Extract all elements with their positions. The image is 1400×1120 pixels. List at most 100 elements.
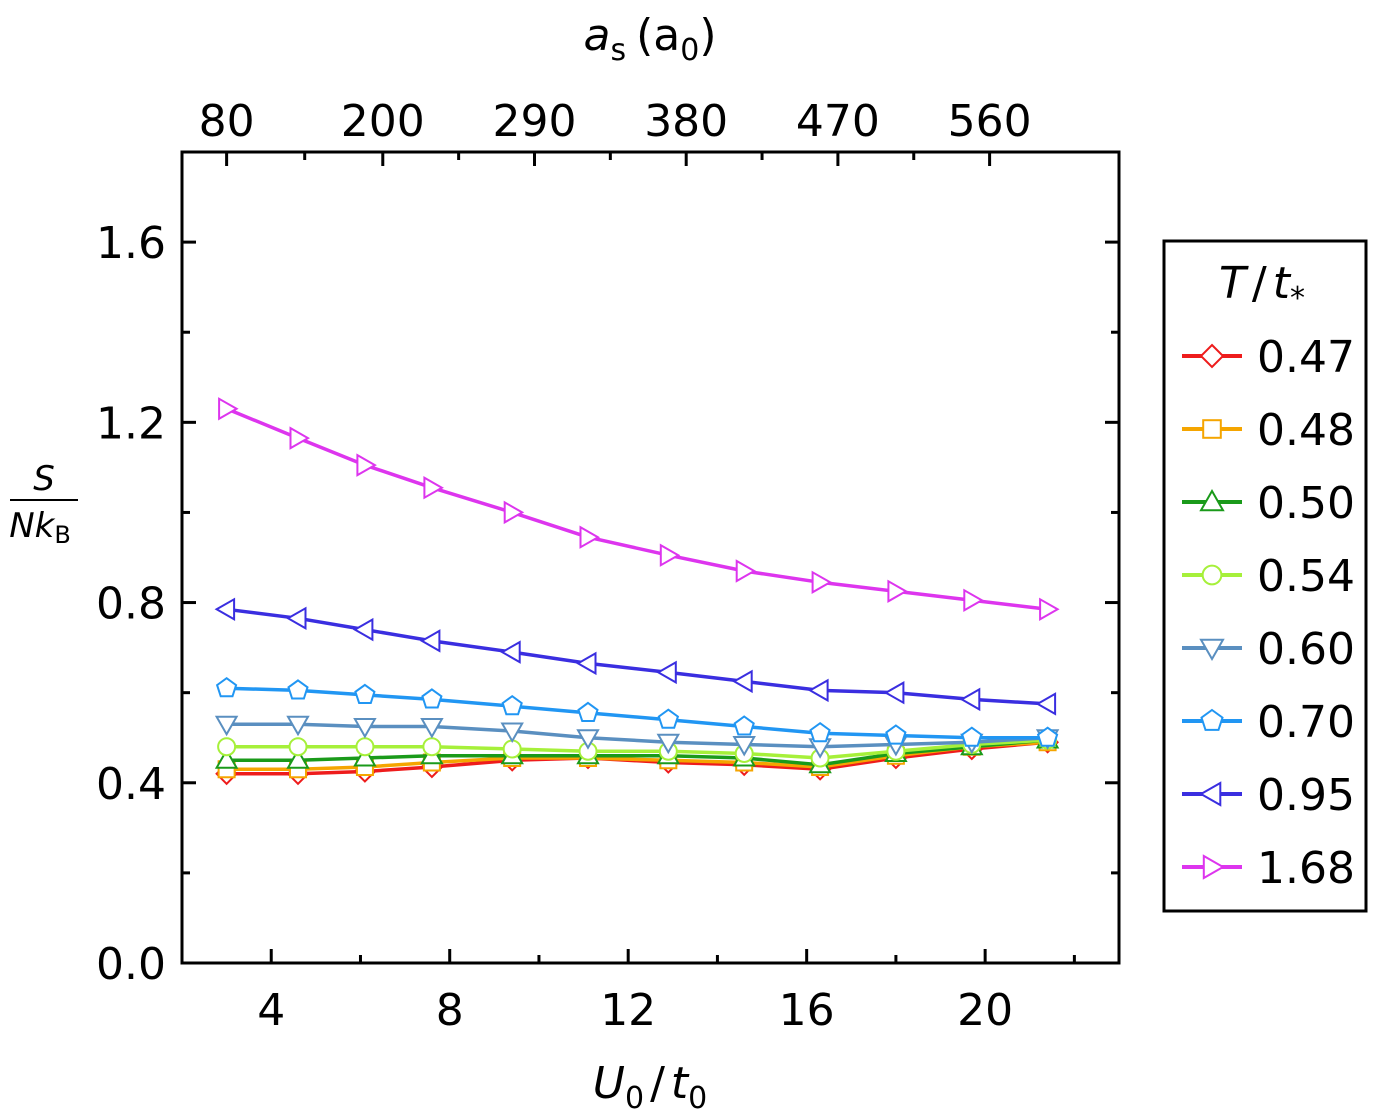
marker-triangle-left: [419, 629, 441, 653]
series-line: [226, 722, 1048, 749]
marker-triangle-left: [808, 678, 829, 703]
x-tick-label: 8: [436, 985, 464, 1036]
legend: T / t* 0.47 0.48 0.50 0.54 0.60 0.70 0.95 1.68: [1162, 239, 1368, 913]
series-line: [226, 740, 1048, 772]
marker-triangle-down: [656, 733, 681, 755]
legend-item: 1.68: [1182, 843, 1355, 894]
legend-item: 0.48: [1182, 405, 1355, 456]
marker-triangle-right: [659, 543, 681, 567]
legend-items: 0.47 0.48 0.50 0.54 0.60 0.70 0.95 1.68: [1182, 332, 1355, 894]
series-1.68: [218, 397, 1060, 622]
marker-triangle-down: [732, 736, 756, 757]
marker-pentagon: [354, 683, 376, 704]
top-axis-title-main: a: [583, 10, 610, 61]
marker-triangle-left: [1198, 781, 1222, 807]
legend-label: 0.50: [1257, 478, 1355, 529]
top-tick-label: 200: [341, 96, 425, 147]
top-axis-title-paren: (a: [636, 10, 680, 61]
series-line: [226, 607, 1048, 706]
y-axis-title-numerator: S: [33, 459, 55, 499]
marker-triangle-down: [214, 715, 239, 737]
marker-triangle-right: [887, 579, 908, 604]
top-axis-title-sub: s: [610, 33, 626, 68]
y-tick-label: 0.4: [96, 759, 166, 810]
series-0.60: [214, 715, 1060, 759]
y-axis-title-denominator: NkB: [9, 506, 71, 549]
plot-frame: [180, 150, 1121, 965]
marker-triangle-left: [352, 617, 374, 642]
marker-triangle-down: [576, 729, 600, 750]
marker-triangle-left: [285, 606, 307, 631]
marker-pentagon: [1200, 708, 1224, 731]
series-layer: [214, 397, 1060, 786]
x-axis-title-main: U: [593, 1058, 625, 1109]
y-axis-title-denominator-sub: B: [54, 521, 70, 549]
marker-triangle-down: [353, 718, 377, 739]
x-axis-title-sub0: 0: [625, 1081, 644, 1116]
marker-triangle-left: [575, 651, 597, 676]
marker-triangle-right: [423, 475, 444, 500]
series-line: [226, 738, 1048, 760]
marker-triangle-right: [735, 559, 757, 583]
marker-triangle-down: [420, 718, 444, 739]
marker-triangle-right: [289, 426, 311, 450]
legend-item: 0.70: [1182, 697, 1355, 748]
marker-triangle-left: [1035, 692, 1057, 716]
marker-triangle-right: [963, 588, 984, 613]
marker-triangle-left: [883, 680, 905, 705]
top-tick-label: 290: [492, 96, 576, 147]
legend-item: 0.47: [1182, 332, 1355, 383]
y-tick-label: 1.2: [96, 398, 166, 449]
marker-triangle-down: [286, 715, 310, 737]
marker-triangle-up: [1199, 488, 1225, 512]
series-line: [226, 686, 1048, 740]
top-tick-label: 80: [199, 96, 255, 147]
top-tick-label: 380: [644, 96, 728, 147]
legend-title: T / t*: [1219, 258, 1305, 316]
legend-label: 0.70: [1257, 697, 1355, 748]
marker-triangle-left: [214, 597, 236, 622]
y-axis-title-denominator-main: Nk: [9, 506, 55, 546]
legend-label: 0.47: [1257, 332, 1355, 383]
axes-layer: 0.0 0.4 0.8 1.2 1.6 4 8 12 16 20 80 200 290 380 470 560: [96, 96, 1121, 1036]
marker-pentagon: [577, 701, 599, 722]
y-axis-title: S NkB: [9, 459, 78, 549]
top-axis-title-sub2: 0: [680, 33, 699, 68]
x-axis-title-sub2: 0: [688, 1081, 707, 1116]
marker-diamond: [1199, 343, 1225, 369]
marker-triangle-left: [500, 640, 521, 664]
top-axis-title-close: ): [699, 10, 716, 61]
series-0.70: [215, 676, 1059, 747]
marker-circle: [217, 737, 237, 757]
y-tick-label: 0.8: [96, 579, 166, 630]
marker-triangle-right: [579, 525, 601, 549]
marker-triangle-down: [1199, 638, 1225, 662]
top-tick-label: 470: [796, 96, 880, 147]
y-tick-label: 0.0: [96, 939, 166, 990]
marker-pentagon: [501, 694, 523, 716]
marker-circle: [422, 737, 442, 757]
marker-triangle-right: [811, 570, 833, 595]
legend-label: 0.95: [1257, 770, 1355, 821]
marker-triangle-left: [656, 660, 677, 685]
legend-title-sub: *: [1290, 281, 1305, 316]
marker-square: [1202, 419, 1222, 439]
marker-circle: [502, 739, 522, 759]
marker-pentagon: [961, 726, 983, 747]
marker-triangle-up: [286, 748, 310, 769]
marker-triangle-up: [353, 745, 377, 767]
x-axis-title: U0/t0: [593, 1058, 708, 1116]
marker-pentagon: [421, 688, 443, 709]
top-axis-title: as (a0): [583, 10, 716, 68]
x-axis-title-slash: /: [650, 1058, 665, 1109]
marker-triangle-right: [1202, 854, 1226, 880]
marker-pentagon: [215, 676, 238, 698]
x-axis-title-main2: t: [671, 1058, 690, 1109]
legend-item: 0.50: [1182, 478, 1355, 529]
marker-pentagon: [885, 724, 907, 745]
marker-circle: [1201, 564, 1223, 586]
marker-pentagon: [287, 679, 309, 700]
x-tick-label: 12: [600, 985, 656, 1036]
x-tick-label: 4: [257, 985, 285, 1036]
